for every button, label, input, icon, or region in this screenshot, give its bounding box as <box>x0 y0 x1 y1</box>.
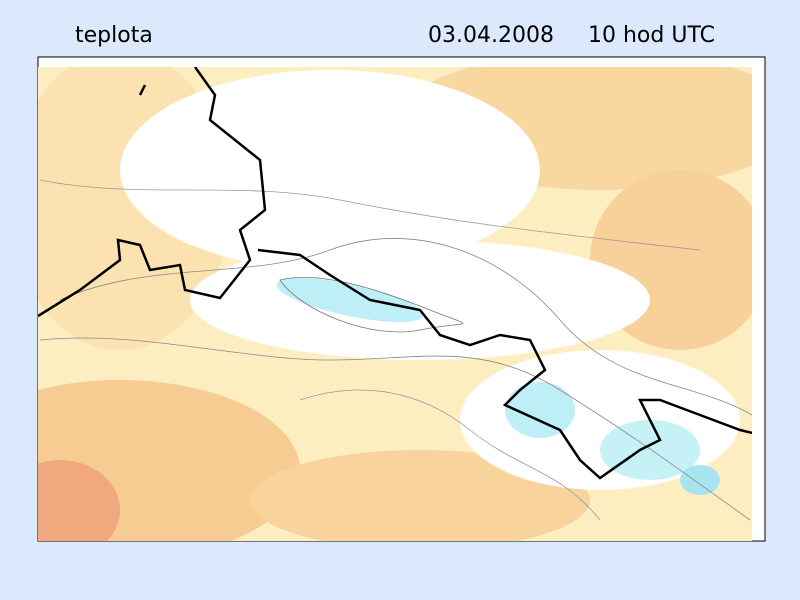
border <box>257 248 752 480</box>
title: teplota <box>75 23 153 48</box>
date: 03.04.2008 <box>428 23 554 48</box>
time: 10 hod UTC <box>588 23 715 48</box>
border <box>138 84 147 96</box>
temperature-field <box>38 67 752 541</box>
border <box>38 67 267 318</box>
